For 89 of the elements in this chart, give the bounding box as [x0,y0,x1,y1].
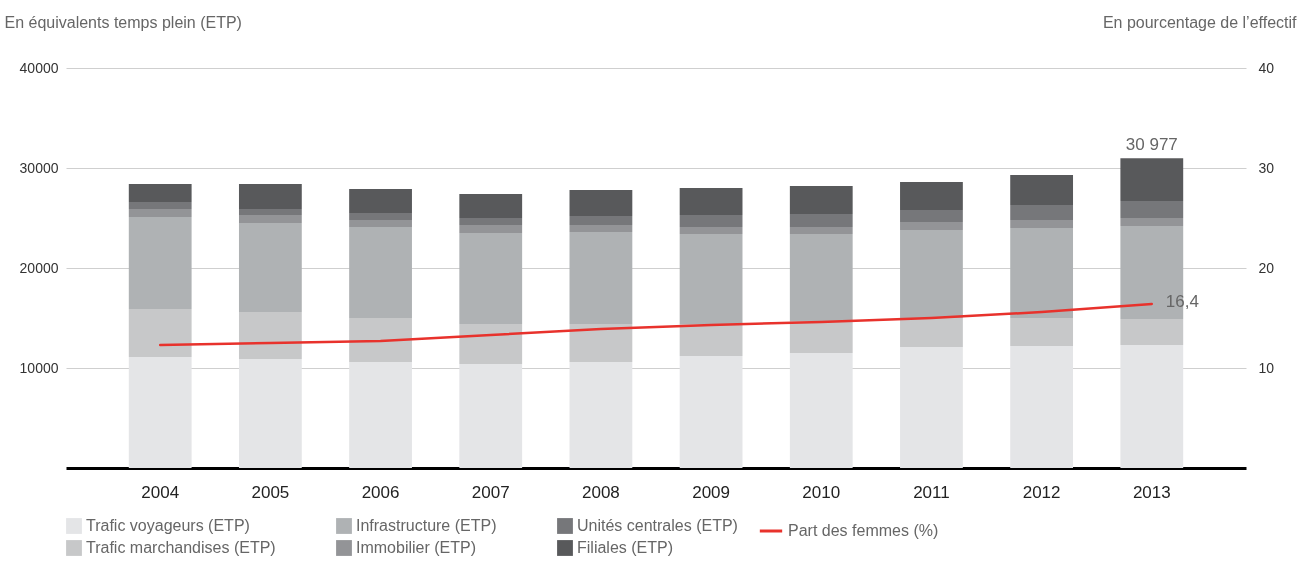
legend-label: Infrastructure (ETP) [356,517,497,534]
x-tick-label: 2004 [141,482,180,502]
legend-label: Trafic voyageurs (ETP) [86,517,250,534]
legend-label: Immobilier (ETP) [356,539,477,556]
legend-label: Unités centrales (ETP) [577,517,738,534]
bar [349,318,412,362]
bar [238,223,302,312]
y2-tick-label: 10 [1258,359,1275,376]
bar [569,225,633,232]
bar [349,220,412,227]
bar [238,209,302,215]
bar [1010,228,1074,318]
bar [128,217,192,309]
y2-axis-title: En pourcentage de l’effectif [1102,13,1298,31]
bar [1120,345,1184,468]
y-axis-title: En équivalents temps plein (ETP) [4,13,242,31]
y-tick-label: 20000 [19,259,59,276]
bar [1120,319,1184,345]
bar [238,184,302,209]
bar [349,213,412,220]
bar [569,362,633,468]
bar [900,210,963,222]
bar [569,232,633,324]
bar [238,215,302,223]
bar [789,321,853,353]
bar [789,227,853,234]
bar [459,233,523,324]
legend-label: Filiales (ETP) [577,539,674,556]
y2-tick-label: 40 [1258,59,1275,76]
bar [789,186,853,214]
bar [900,182,963,210]
bar [679,234,743,324]
bar [1010,346,1074,468]
bar [459,324,523,364]
bar [679,188,743,215]
bar [459,225,523,233]
bar [679,356,743,468]
bar [1120,218,1184,226]
bar [1120,201,1184,218]
y-tick-label: 30000 [19,159,59,176]
bar [1010,318,1074,346]
bar [1010,205,1074,220]
x-tick-label: 2012 [1022,482,1061,502]
line-series [158,302,1154,347]
bar [900,318,963,347]
y-tick-label: 10000 [19,359,59,376]
y-tick-label: 40000 [19,59,59,76]
bar [459,218,523,225]
x-tick-label: 2008 [582,482,620,502]
bar [128,309,192,357]
bar [1120,158,1184,201]
x-tick-label: 2005 [251,482,290,502]
data-label: 16,4 [1165,292,1199,311]
bar [238,359,302,468]
x-tick-label: 2011 [913,482,950,502]
bar [679,215,743,227]
bar [349,362,412,468]
bar [569,216,633,225]
bar [238,312,302,359]
bar [128,209,192,217]
bar [789,353,853,468]
x-tick-label: 2010 [802,482,841,502]
legend-label: Trafic marchandises (ETP) [86,539,276,556]
x-tick-label: 2006 [361,482,400,502]
x-tick-label: 2007 [471,482,510,502]
y2-tick-label: 20 [1258,259,1275,276]
bar [128,357,192,468]
x-tick-label: 2009 [692,482,730,502]
bar [569,190,633,216]
bar [349,227,412,318]
bar [128,184,192,202]
bar [569,324,633,362]
bar [459,364,523,468]
bar [789,234,853,321]
y2-tick-label: 30 [1258,159,1275,176]
x-tick-label: 2013 [1132,482,1171,502]
total-label: 30 977 [1125,135,1178,155]
bar [349,189,412,213]
bar [1010,175,1074,205]
legend-label: Part des femmes (%) [788,522,939,539]
bar [679,227,743,234]
bar [1010,220,1074,228]
bar [900,230,963,318]
bar [900,347,963,468]
bar [459,194,523,218]
bar [679,324,743,356]
bar [789,214,853,227]
bar [128,202,192,209]
bar [900,222,963,230]
